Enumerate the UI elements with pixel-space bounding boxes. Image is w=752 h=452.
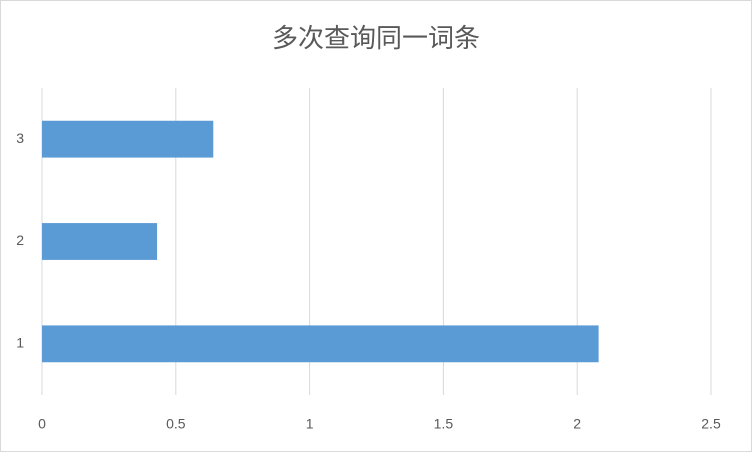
bar [42,223,158,260]
bar [42,120,214,158]
y-tick-label: 1 [16,335,24,351]
chart-title: 多次查询同一词条 [272,23,480,53]
x-tick-label: 0 [38,416,46,432]
x-tick-label: 1 [306,416,314,432]
x-tick-label: 2.5 [701,416,721,432]
y-tick-label: 3 [16,130,24,146]
y-tick-label: 2 [16,232,24,248]
x-tick-label: 2 [573,416,581,432]
bar [42,325,599,363]
x-tick-label: 0.5 [166,416,186,432]
x-tick-label: 1.5 [434,416,454,432]
